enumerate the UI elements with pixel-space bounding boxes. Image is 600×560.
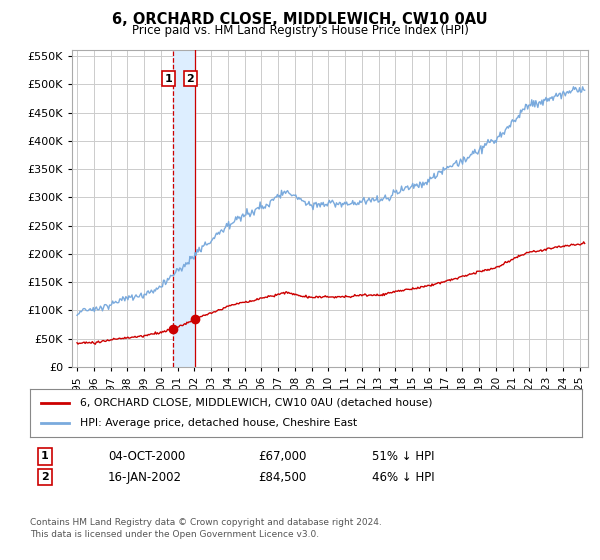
Text: 51% ↓ HPI: 51% ↓ HPI — [372, 450, 434, 463]
Bar — [173, 50, 195, 367]
Text: Contains HM Land Registry data © Crown copyright and database right 2024.
This d: Contains HM Land Registry data © Crown c… — [30, 518, 382, 539]
Text: Price paid vs. HM Land Registry's House Price Index (HPI): Price paid vs. HM Land Registry's House … — [131, 24, 469, 37]
Text: 6, ORCHARD CLOSE, MIDDLEWICH, CW10 0AU: 6, ORCHARD CLOSE, MIDDLEWICH, CW10 0AU — [112, 12, 488, 27]
Text: 1: 1 — [41, 451, 49, 461]
Text: 2: 2 — [41, 472, 49, 482]
Text: 1: 1 — [165, 74, 173, 83]
Text: 6, ORCHARD CLOSE, MIDDLEWICH, CW10 0AU (detached house): 6, ORCHARD CLOSE, MIDDLEWICH, CW10 0AU (… — [80, 398, 432, 408]
Text: 2: 2 — [187, 74, 194, 83]
Text: HPI: Average price, detached house, Cheshire East: HPI: Average price, detached house, Ches… — [80, 418, 357, 428]
Text: 04-OCT-2000: 04-OCT-2000 — [108, 450, 185, 463]
Text: £67,000: £67,000 — [258, 450, 307, 463]
Text: 46% ↓ HPI: 46% ↓ HPI — [372, 470, 434, 484]
Text: £84,500: £84,500 — [258, 470, 306, 484]
Text: 16-JAN-2002: 16-JAN-2002 — [108, 470, 182, 484]
